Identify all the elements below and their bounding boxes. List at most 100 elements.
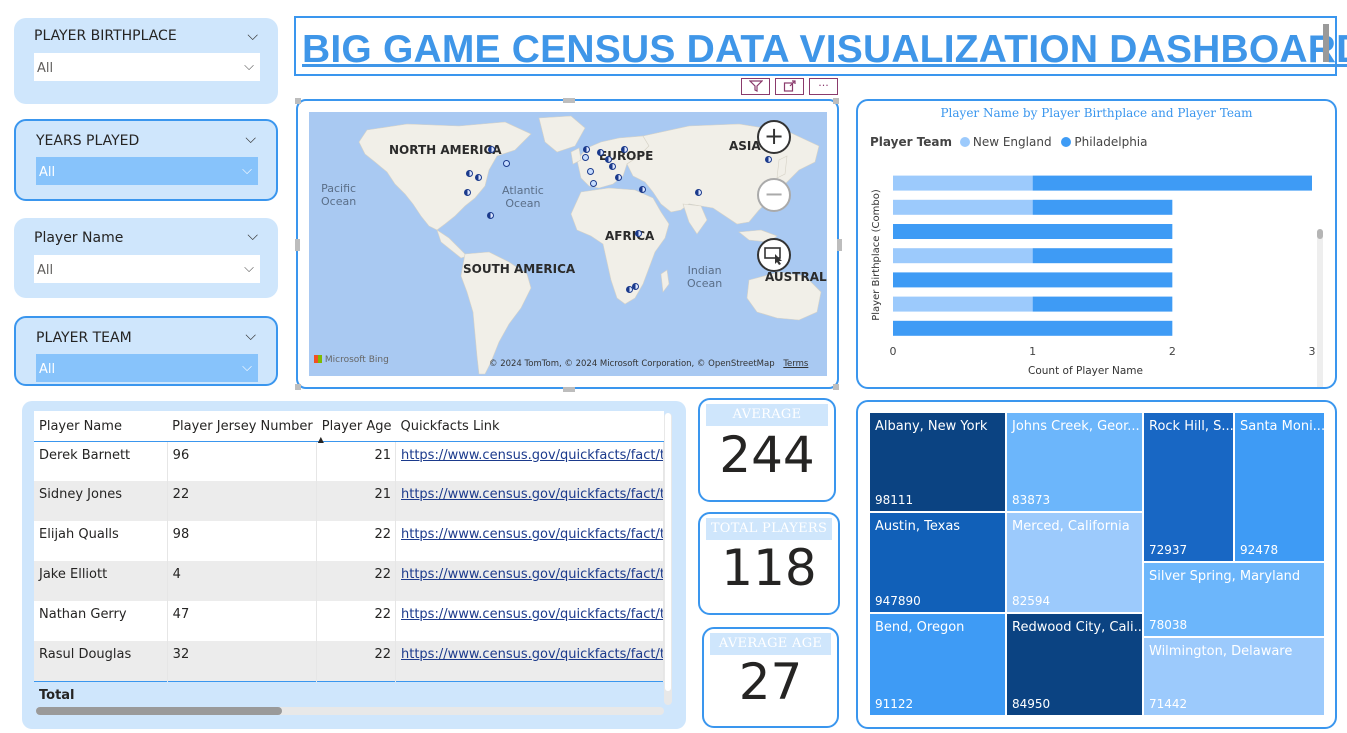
slicer-dropdown[interactable]: All ⌵ <box>36 157 258 185</box>
table-row[interactable]: Jake Elliott 4 22 https://www.census.gov/qu… <box>34 561 664 601</box>
table-row[interactable]: Elijah Qualls 98 22 https://www.census.gov/… <box>34 521 664 561</box>
map-data-point[interactable] <box>587 168 594 175</box>
treemap-tile[interactable]: Wilmington, Delaware 71442 <box>1143 637 1325 716</box>
bar-segment-philadelphia[interactable] <box>1032 296 1173 312</box>
map-data-point[interactable] <box>609 163 616 170</box>
map-visual[interactable]: NORTH AMERICA EUROPE ASIA AFRICA SOUTH A… <box>295 98 842 392</box>
chart-scrollbar[interactable] <box>1317 229 1323 387</box>
treemap-tile[interactable]: Austin, Texas 947890 <box>869 512 1006 613</box>
resize-handle[interactable] <box>295 98 301 104</box>
treemap-visual[interactable]: Albany, New York 98111 Johns Creek, Geor..… <box>856 400 1337 729</box>
table-row[interactable]: Nathan Gerry 47 22 https://www.census.gov/q… <box>34 601 664 641</box>
cell-quickfacts-link[interactable]: https://www.census.gov/quickfacts/fact/t… <box>395 561 664 601</box>
map-data-point[interactable] <box>582 154 589 161</box>
map-data-point[interactable] <box>464 189 471 196</box>
map-data-point[interactable] <box>487 212 494 219</box>
legend-label-philadelphia[interactable]: Philadelphia <box>1074 135 1148 149</box>
cell-quickfacts-link[interactable]: https://www.census.gov/quickfacts/fact/t… <box>395 481 664 521</box>
resize-handle[interactable] <box>563 387 575 392</box>
cell-quickfacts-link[interactable]: https://www.census.gov/quickfacts/fact/t… <box>395 641 664 681</box>
resize-handle[interactable] <box>295 384 301 390</box>
treemap-tile[interactable]: Redwood City, Cali... 84950 <box>1006 613 1143 716</box>
map-data-point[interactable] <box>605 156 612 163</box>
slicer-player-team[interactable]: PLAYER TEAM ⌵ All ⌵ <box>14 316 278 386</box>
chart-scrollbar-thumb[interactable] <box>1317 229 1323 239</box>
resize-handle[interactable] <box>837 239 842 251</box>
slicer-dropdown[interactable]: All ⌵ <box>34 255 260 283</box>
kpi-average-age[interactable]: AVERAGE AGE 27 <box>702 627 839 728</box>
treemap-tile[interactable]: Bend, Oregon 91122 <box>869 613 1006 716</box>
table-body[interactable]: Player Name Player Jersey Number Player … <box>34 411 664 705</box>
treemap-tile[interactable]: Johns Creek, Geor... 83873 <box>1006 412 1143 512</box>
chevron-down-icon[interactable]: ⌵ <box>245 328 256 344</box>
map-data-point[interactable] <box>488 146 495 153</box>
table-row[interactable]: Sidney Jones 22 21 https://www.census.gov/q… <box>34 481 664 521</box>
filter-icon[interactable] <box>741 78 770 95</box>
map-data-point[interactable] <box>466 170 473 177</box>
treemap-tile[interactable]: Silver Spring, Maryland 78038 <box>1143 562 1325 637</box>
column-header-player-age[interactable]: Player Age ▲ <box>316 411 396 444</box>
slicer-player-birthplace[interactable]: PLAYER BIRTHPLACE ⌵ All ⌵ <box>14 18 278 104</box>
slicer-years-played[interactable]: YEARS PLAYED ⌵ All ⌵ <box>14 119 278 201</box>
zoom-out-button[interactable]: − <box>757 178 791 212</box>
bar-segment-new-england[interactable] <box>893 248 1033 264</box>
terms-link[interactable]: Terms <box>783 359 809 369</box>
bar-segment-philadelphia[interactable] <box>893 272 1173 288</box>
cell-quickfacts-link[interactable]: https://www.census.gov/quickfacts/fact/t… <box>395 601 664 641</box>
map-data-point[interactable] <box>635 230 642 237</box>
bar-segment-philadelphia[interactable] <box>893 224 1173 239</box>
map-data-point[interactable] <box>632 283 639 290</box>
map-data-point[interactable] <box>597 149 604 156</box>
bar-segment-philadelphia[interactable] <box>1032 248 1173 264</box>
map-select-button[interactable] <box>757 238 791 272</box>
bar-segment-new-england[interactable] <box>893 175 1033 191</box>
bar-segment-philadelphia[interactable] <box>1032 175 1312 191</box>
player-table-visual[interactable]: Player Name Player Jersey Number Player … <box>22 401 686 729</box>
cell-quickfacts-link[interactable]: https://www.census.gov/quickfacts/fact/t… <box>395 441 664 481</box>
column-header-quickfacts-link[interactable]: Quickfacts Link <box>395 411 664 442</box>
column-header-player-name[interactable]: Player Name <box>34 411 168 442</box>
map-data-point[interactable] <box>590 180 597 187</box>
cell-quickfacts-link[interactable]: https://www.census.gov/quickfacts/fact/t… <box>395 521 664 561</box>
map-data-point[interactable] <box>583 146 590 153</box>
zoom-in-button[interactable]: + <box>757 120 791 154</box>
slicer-player-name[interactable]: Player Name ⌵ All ⌵ <box>14 218 278 298</box>
kpi-average-weight[interactable]: AVERAGE WEIGHT 244 <box>698 398 836 502</box>
map-data-point[interactable] <box>695 189 702 196</box>
slicer-dropdown[interactable]: All ⌵ <box>36 354 258 382</box>
scrollbar-thumb[interactable] <box>665 413 671 691</box>
treemap-tile[interactable]: Rock Hill, S... 72937 <box>1143 412 1234 562</box>
map-canvas[interactable]: NORTH AMERICA EUROPE ASIA AFRICA SOUTH A… <box>309 112 827 376</box>
map-data-point[interactable] <box>765 156 772 163</box>
column-header-jersey-number[interactable]: Player Jersey Number <box>167 411 317 442</box>
horizontal-scrollbar[interactable] <box>36 707 664 715</box>
map-data-point[interactable] <box>626 286 633 293</box>
focus-mode-icon[interactable] <box>775 78 804 95</box>
vertical-scrollbar[interactable] <box>664 413 672 705</box>
scrollbar-thumb[interactable] <box>36 707 282 715</box>
table-row[interactable]: Rasul Douglas 32 22 https://www.census.gov/… <box>34 641 664 681</box>
legend-label-new-england[interactable]: New England <box>972 135 1052 149</box>
treemap-tile[interactable]: Albany, New York 98111 <box>869 412 1006 512</box>
chevron-down-icon[interactable]: ⌵ <box>247 228 258 244</box>
kpi-total-players[interactable]: TOTAL PLAYERS 118 <box>698 512 840 615</box>
table-row[interactable]: Derek Barnett 96 21 https://www.census.gov/… <box>34 441 664 481</box>
map-data-point[interactable] <box>503 160 510 167</box>
treemap-tile[interactable]: Merced, California 82594 <box>1006 512 1143 613</box>
textbox-scrollbar[interactable] <box>1323 24 1329 62</box>
chevron-down-icon[interactable]: ⌵ <box>245 131 256 147</box>
resize-handle[interactable] <box>833 384 839 390</box>
bar-segment-new-england[interactable] <box>893 296 1033 312</box>
slicer-dropdown[interactable]: All ⌵ <box>34 53 260 81</box>
bar-chart-visual[interactable]: Player Name by Player Birthplace and Pla… <box>856 99 1337 389</box>
bar-segment-new-england[interactable] <box>893 199 1033 215</box>
map-data-point[interactable] <box>639 186 646 193</box>
bar-segment-philadelphia[interactable] <box>893 320 1173 336</box>
resize-handle[interactable] <box>563 98 575 103</box>
map-data-point[interactable] <box>615 174 622 181</box>
chevron-down-icon[interactable]: ⌵ <box>247 28 258 44</box>
map-data-point[interactable] <box>621 146 628 153</box>
bar-segment-philadelphia[interactable] <box>1032 199 1173 215</box>
dashboard-title-box[interactable]: BIG GAME CENSUS DATA VISUALIZATION DASHB… <box>294 16 1347 76</box>
more-options-icon[interactable]: ··· <box>809 78 838 95</box>
